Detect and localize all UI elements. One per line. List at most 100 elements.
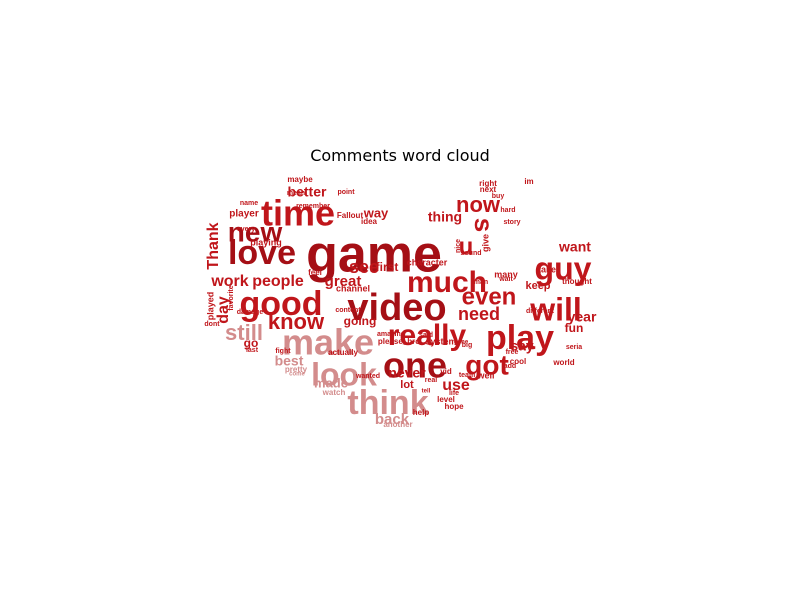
word-favorite: favorite — [228, 285, 235, 310]
word-guy: guy — [535, 250, 592, 286]
word-s: s — [469, 218, 499, 232]
chart-title: Comments word cloud — [310, 146, 490, 165]
word-every: every — [237, 226, 255, 233]
word-maybe: maybe — [287, 175, 313, 184]
word-please-bro: please_bro — [378, 337, 420, 346]
word-name: name — [240, 200, 258, 207]
word-thing: thing — [428, 209, 462, 225]
word-hope: hope — [444, 402, 464, 411]
word-see: see — [349, 257, 379, 277]
word-system: system — [425, 336, 456, 346]
word-seria: seria — [566, 344, 582, 351]
word-keep: keep — [525, 280, 550, 292]
word-remember: remember — [296, 203, 330, 210]
word-video: video — [347, 287, 446, 329]
word-good: good — [239, 285, 322, 323]
word-feel: feel — [308, 268, 322, 277]
word-wanted: wanted — [355, 373, 380, 380]
word-year: year — [568, 309, 597, 325]
word-pretty: pretty — [285, 365, 308, 374]
word-day: day — [215, 296, 232, 324]
word-much: much — [407, 266, 487, 299]
word-really: really — [388, 319, 467, 352]
word-give: give — [480, 234, 490, 252]
word-back: back — [375, 411, 410, 428]
word-free: free — [506, 349, 519, 356]
word-dont: dont — [204, 321, 220, 328]
word-come: come — [289, 372, 305, 378]
word-character: character — [407, 257, 448, 267]
word-actually: actually — [328, 348, 358, 357]
word-know: know — [268, 309, 325, 334]
word-play: play — [486, 319, 554, 357]
word-damage: damage — [237, 309, 264, 316]
word-well: well — [476, 370, 494, 380]
word-look: look — [311, 356, 377, 392]
word-story: story — [503, 219, 520, 226]
word-fight: fight — [275, 348, 291, 355]
word-going: going — [344, 314, 377, 328]
word-different: different — [526, 308, 555, 315]
word-time: time — [261, 193, 335, 234]
word-big: big — [462, 342, 473, 349]
word-mean: mean — [287, 190, 305, 197]
word-fallout: Fallout — [337, 211, 364, 220]
word-next: next — [480, 185, 497, 194]
word-make: make — [282, 322, 374, 363]
word-help: help — [413, 408, 430, 417]
word-go: go — [244, 336, 259, 350]
word-work: work — [210, 273, 248, 290]
word-team: team — [459, 372, 475, 379]
word-im: im — [524, 177, 533, 186]
word-another: another — [383, 420, 412, 429]
word-add: add — [504, 363, 516, 370]
word-thank: Thank — [205, 222, 222, 269]
word-new: new — [228, 216, 283, 247]
word-one: one — [383, 345, 447, 386]
word-fun: fun — [565, 321, 584, 335]
word-better: better — [288, 184, 327, 200]
word-sound: sound — [461, 250, 482, 257]
word-use: use — [442, 377, 470, 394]
word-buy: buy — [492, 193, 505, 200]
word-playing: playing — [250, 237, 282, 247]
word-point: point — [337, 189, 355, 196]
word-world: world — [552, 358, 574, 367]
word-great: great — [325, 273, 362, 290]
word-think: think — [347, 384, 428, 422]
word-cool: cool — [510, 357, 526, 366]
word-nice: nice — [455, 239, 462, 253]
word-hard: hard — [500, 207, 515, 214]
word-real: real — [425, 377, 438, 384]
word-still: still — [225, 320, 263, 345]
word-first: first — [376, 260, 399, 274]
word-watch: watch — [322, 388, 346, 397]
word-take: take — [538, 264, 556, 274]
word-way: way — [363, 205, 389, 220]
word-amazing: amazing — [377, 331, 405, 338]
word-gone: gone — [454, 340, 469, 346]
word-last: last — [246, 347, 259, 354]
word-right: right — [479, 179, 497, 188]
word-best: best — [275, 353, 304, 369]
word-need: need — [458, 304, 500, 324]
word-level: level — [437, 395, 455, 404]
word-vid: vid — [440, 367, 452, 376]
word-love: love — [228, 234, 296, 272]
word-tell: tell — [422, 389, 431, 395]
word-said: said — [419, 332, 433, 339]
word-many: many — [494, 269, 518, 279]
word-played: played — [205, 292, 215, 321]
word-want: want — [558, 239, 591, 255]
word-now: now — [456, 192, 501, 217]
word-say: say — [510, 338, 534, 354]
word-u: u — [459, 233, 474, 260]
word-even: even — [462, 283, 517, 310]
word-thought: thought — [562, 277, 592, 286]
word-player: player — [229, 209, 259, 220]
word-will: will — [529, 291, 582, 327]
word-people: people — [252, 273, 304, 290]
word-got: got — [465, 349, 509, 380]
word-game: game — [306, 226, 442, 284]
